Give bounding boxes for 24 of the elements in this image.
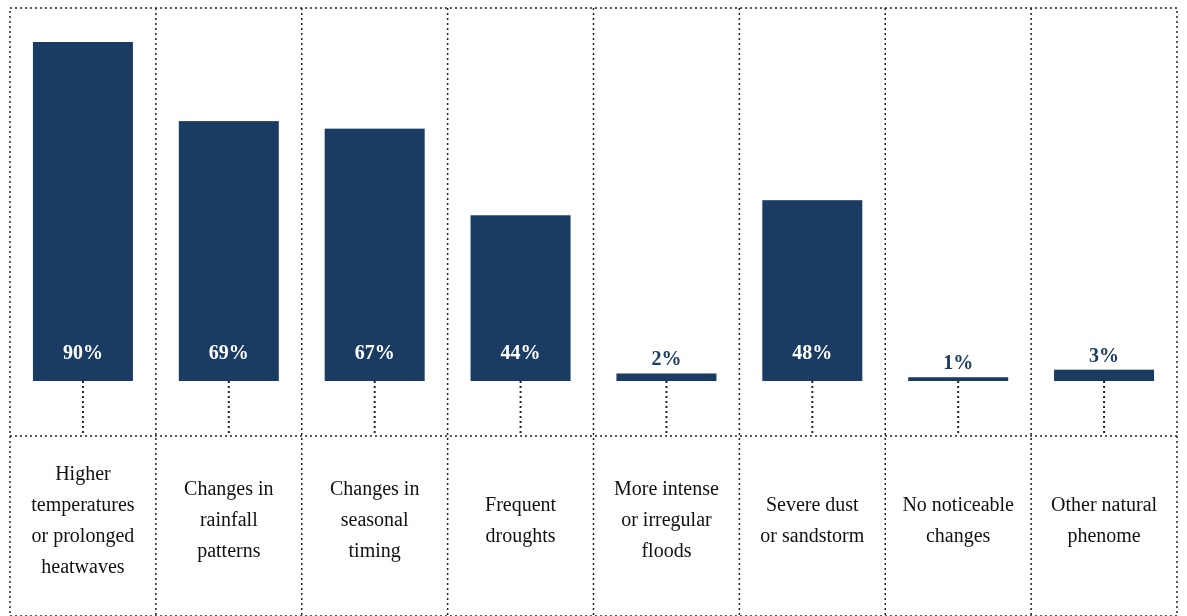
x-tick-label: Higher temperatures or prolonged heatwaves <box>31 461 135 577</box>
bar <box>908 377 1009 381</box>
data-label: 67% <box>354 341 395 363</box>
bar <box>470 215 571 381</box>
bar <box>616 373 717 381</box>
bar <box>1054 369 1155 381</box>
x-tick-label: Changes in seasonal timing <box>329 477 420 562</box>
x-tick-label: No noticeable changes <box>902 492 1015 547</box>
x-tick-label: Severe dust or sandstorm <box>760 492 865 546</box>
bar <box>32 42 133 381</box>
data-label: 44% <box>500 341 541 363</box>
bar <box>762 200 863 381</box>
bar <box>178 121 279 381</box>
x-tick-label: Changes in rainfall patterns <box>184 477 274 562</box>
data-label: 90% <box>62 341 103 363</box>
x-tick-label: Other natural phenome <box>1051 492 1158 547</box>
data-label: 69% <box>208 341 249 363</box>
data-label: 1% <box>943 351 974 374</box>
data-label: 48% <box>792 341 833 363</box>
data-label: 2% <box>651 347 682 370</box>
bar <box>324 128 425 381</box>
data-label: 3% <box>1089 343 1120 366</box>
x-tick-label: More intense or irregular floods <box>613 477 720 561</box>
x-tick-label: Frequent droughts <box>485 492 557 547</box>
